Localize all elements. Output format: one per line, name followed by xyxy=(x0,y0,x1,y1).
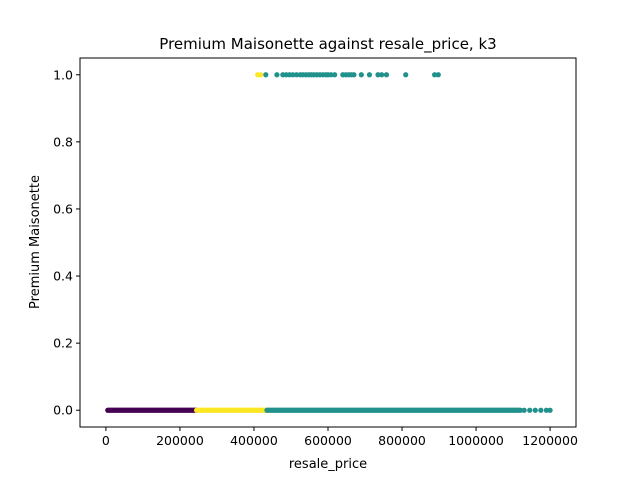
data-point xyxy=(358,72,364,78)
data-point xyxy=(435,72,441,78)
y-tick-label: 0.0 xyxy=(53,403,73,418)
data-point xyxy=(547,407,553,413)
x-axis-label: resale_price xyxy=(289,457,367,472)
x-axis-ticks: 0 200000 400000 600000 800000 1000000 1200000 xyxy=(102,427,578,448)
y-axis-label: Premium Maisonette xyxy=(28,175,43,309)
y-tick-label: 0.6 xyxy=(53,201,73,216)
x-tick-label: 200000 xyxy=(156,433,204,448)
data-point xyxy=(328,72,334,78)
data-point xyxy=(527,407,533,413)
data-point xyxy=(366,72,373,78)
data-point xyxy=(532,407,538,413)
x-tick-label: 600000 xyxy=(304,433,352,448)
y-tick-label: 0.2 xyxy=(53,336,73,351)
data-point xyxy=(332,72,338,78)
x-tick-label: 0 xyxy=(102,433,110,448)
series-1 xyxy=(193,72,270,413)
series-2 xyxy=(263,72,553,413)
data-point xyxy=(543,407,549,413)
data-point xyxy=(375,72,381,78)
data-point xyxy=(263,72,269,78)
y-tick-label: 0.8 xyxy=(53,134,73,149)
x-tick-label: 400000 xyxy=(230,433,278,448)
data-point xyxy=(521,407,527,413)
data-point xyxy=(432,72,438,78)
x-tick-label: 1200000 xyxy=(522,433,578,448)
data-point xyxy=(403,72,409,78)
data-point xyxy=(293,72,300,78)
data-point xyxy=(383,72,390,78)
y-axis-ticks: 0.0 0.2 0.4 0.6 0.8 1.0 xyxy=(53,67,80,418)
data-point xyxy=(290,72,296,78)
plot-area xyxy=(105,72,553,413)
axes-frame xyxy=(79,57,577,428)
y-tick-label: 0.4 xyxy=(53,269,73,284)
y-tick-label: 1.0 xyxy=(53,67,73,82)
chart-title: Premium Maisonette against resale_price,… xyxy=(159,35,496,54)
data-point xyxy=(274,72,280,78)
x-tick-label: 1000000 xyxy=(448,433,504,448)
data-point xyxy=(351,72,357,78)
data-point xyxy=(538,407,544,413)
data-point xyxy=(379,72,385,78)
x-tick-label: 800000 xyxy=(378,433,426,448)
data-point xyxy=(258,72,264,78)
